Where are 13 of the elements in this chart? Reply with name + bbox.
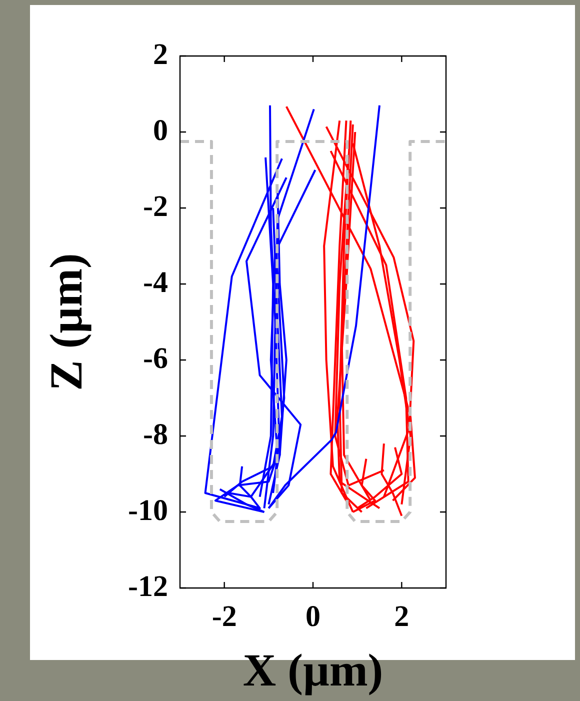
y-tick-label: 2 xyxy=(153,38,168,71)
x-tick-label: -2 xyxy=(212,600,237,633)
y-tick-label: -10 xyxy=(128,494,168,527)
y-tick-label: -12 xyxy=(128,570,168,603)
y-tick-label: 0 xyxy=(153,114,168,147)
x-tick-label: 0 xyxy=(306,600,320,633)
y-tick-label: -4 xyxy=(143,266,168,299)
x-axis-title: X (µm) xyxy=(242,644,384,696)
y-tick-label: -6 xyxy=(143,342,168,375)
y-axis-title: Z (µm) xyxy=(40,253,92,391)
y-tick-label: -8 xyxy=(143,418,168,451)
x-tick-label: 2 xyxy=(394,600,410,633)
y-tick-label: -2 xyxy=(143,190,168,223)
